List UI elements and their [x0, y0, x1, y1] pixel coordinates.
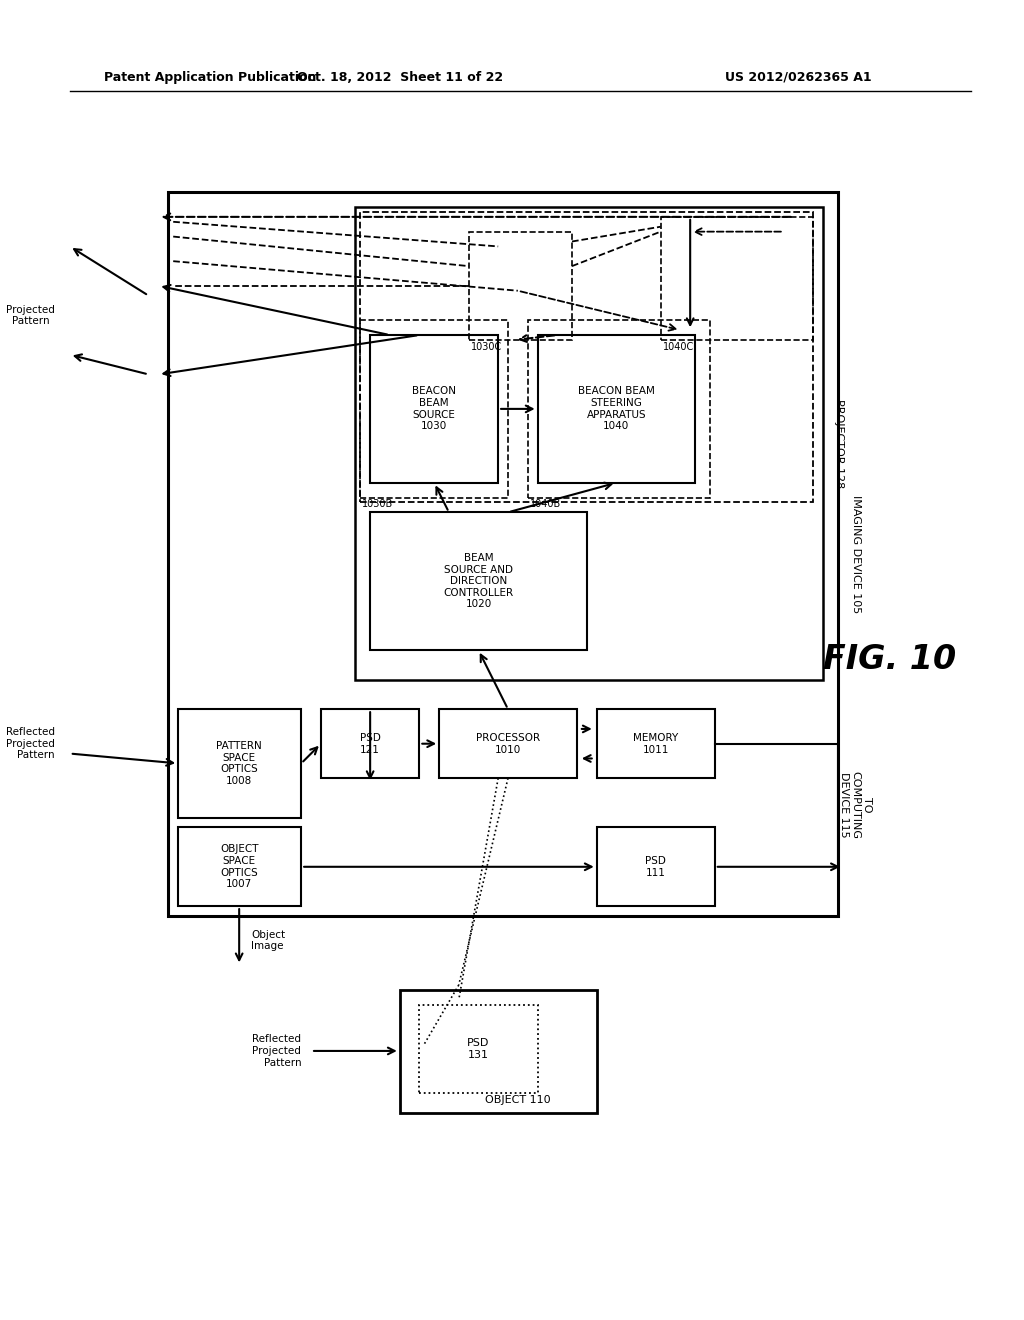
- Bar: [538, 335, 695, 483]
- Bar: [360, 321, 508, 498]
- Bar: [168, 193, 838, 916]
- Bar: [178, 828, 301, 907]
- Text: 1030C: 1030C: [471, 342, 502, 352]
- Text: IMAGING DEVICE 105: IMAGING DEVICE 105: [851, 495, 860, 612]
- Text: Patent Application Publication: Patent Application Publication: [104, 70, 316, 83]
- Bar: [420, 1005, 538, 1093]
- Bar: [321, 709, 420, 779]
- Bar: [360, 213, 813, 503]
- Text: 1040B: 1040B: [529, 499, 561, 510]
- Bar: [597, 709, 715, 779]
- Bar: [355, 207, 823, 680]
- Text: Object
Image: Object Image: [251, 929, 285, 952]
- Text: Reflected
Projected
Pattern: Reflected Projected Pattern: [252, 1035, 301, 1068]
- Text: MEMORY
1011: MEMORY 1011: [633, 733, 678, 755]
- Text: Reflected
Projected
Pattern: Reflected Projected Pattern: [6, 727, 55, 760]
- Text: PROCESSOR
1010: PROCESSOR 1010: [476, 733, 540, 755]
- Text: 1040C: 1040C: [663, 342, 694, 352]
- Text: BEACON
BEAM
SOURCE
1030: BEACON BEAM SOURCE 1030: [412, 387, 456, 432]
- Text: OBJECT
SPACE
OPTICS
1007: OBJECT SPACE OPTICS 1007: [220, 845, 258, 890]
- Text: FIG. 10: FIG. 10: [823, 643, 956, 676]
- Bar: [527, 321, 710, 498]
- Text: 1030B: 1030B: [362, 499, 393, 510]
- Bar: [370, 512, 587, 651]
- Text: TO
COMPUTING
DEVICE 115: TO COMPUTING DEVICE 115: [839, 771, 872, 838]
- Bar: [439, 709, 577, 779]
- Text: PSD
131: PSD 131: [467, 1038, 489, 1060]
- Bar: [178, 709, 301, 817]
- Text: PROJECTOR 128: PROJECTOR 128: [834, 399, 844, 488]
- Bar: [660, 216, 813, 341]
- Text: PSD
111: PSD 111: [645, 855, 667, 878]
- Text: Projected
Pattern: Projected Pattern: [6, 305, 55, 326]
- Bar: [469, 231, 572, 341]
- Text: PSD
121: PSD 121: [359, 733, 381, 755]
- Text: US 2012/0262365 A1: US 2012/0262365 A1: [725, 70, 871, 83]
- Text: Oct. 18, 2012  Sheet 11 of 22: Oct. 18, 2012 Sheet 11 of 22: [297, 70, 503, 83]
- Text: OBJECT 110: OBJECT 110: [485, 1096, 551, 1105]
- Text: PATTERN
SPACE
OPTICS
1008: PATTERN SPACE OPTICS 1008: [216, 741, 262, 785]
- Bar: [597, 828, 715, 907]
- Text: BEAM
SOURCE AND
DIRECTION
CONTROLLER
1020: BEAM SOURCE AND DIRECTION CONTROLLER 102…: [443, 553, 513, 610]
- Bar: [399, 990, 597, 1113]
- Bar: [370, 335, 498, 483]
- Text: BEACON BEAM
STEERING
APPARATUS
1040: BEACON BEAM STEERING APPARATUS 1040: [578, 387, 654, 432]
